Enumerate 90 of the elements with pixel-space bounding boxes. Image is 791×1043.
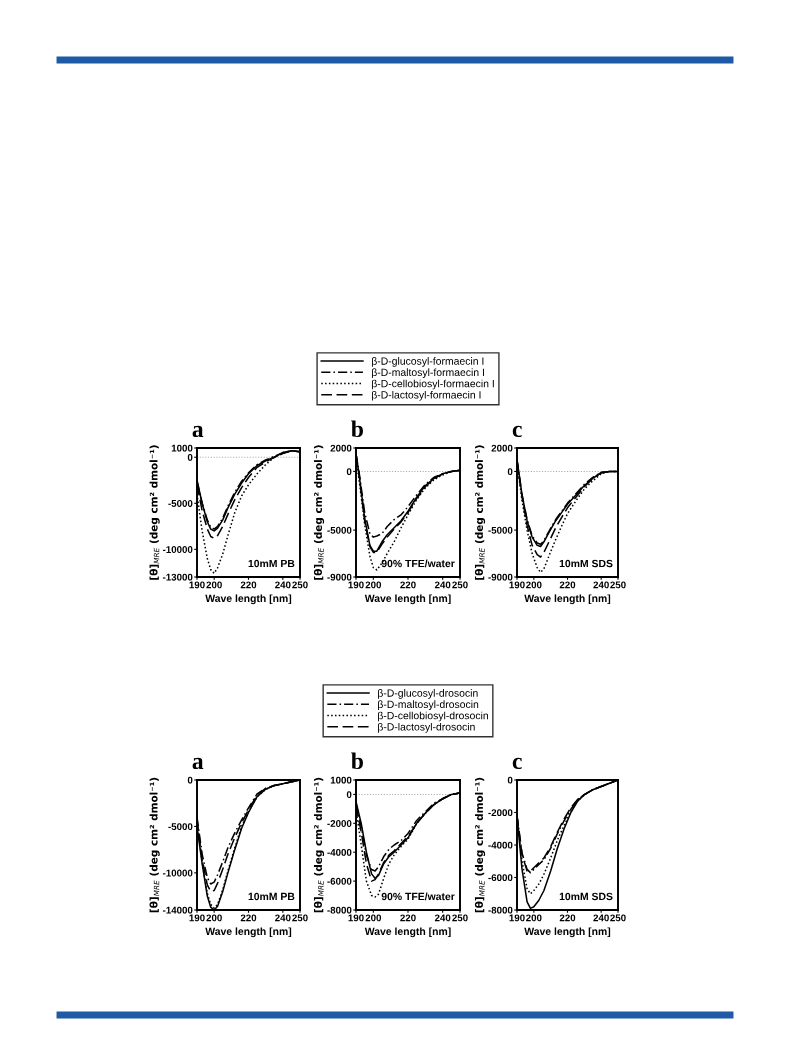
legend-label: β-D-cellobiosyl-drosocin xyxy=(378,711,488,722)
y-tick-label: 1000 xyxy=(330,776,352,784)
y-tick-label: -2000 xyxy=(488,809,513,817)
x-tick-label: 240 xyxy=(593,581,609,589)
annotation: 10mM SDS xyxy=(559,559,613,568)
x-axis-title: Wave length [nm] xyxy=(205,927,292,938)
x-tick-label: 250 xyxy=(452,914,468,922)
x-tick-label: 200 xyxy=(365,581,382,589)
y-tick-label: 0 xyxy=(346,791,352,799)
x-tick-label: 240 xyxy=(275,581,291,589)
annotation: 10mM PB xyxy=(248,559,295,568)
annotation: 10mM SDS xyxy=(559,892,613,901)
x-tick-label: 190 xyxy=(348,581,364,589)
y-tick-label: -5000 xyxy=(168,823,193,831)
x-tick-label: 200 xyxy=(526,581,542,589)
chart-title: b xyxy=(351,752,363,770)
x-tick-label: 190 xyxy=(189,914,205,922)
x-axis-title: Wave length [nm] xyxy=(364,927,451,938)
chart-title: a xyxy=(192,757,204,770)
x-tick-label: 250 xyxy=(292,914,308,922)
x-tick-label: 190 xyxy=(509,914,525,922)
x-tick-label: 240 xyxy=(434,581,451,589)
y-tick-label: -4000 xyxy=(327,848,352,856)
x-axis-title: Wave length [nm] xyxy=(524,594,611,605)
y-tick-label: 0 xyxy=(507,776,513,784)
chart-title: c xyxy=(512,757,522,770)
y-tick-label: 0 xyxy=(346,468,352,476)
y-tick-label: -5000 xyxy=(327,526,352,534)
legend-label: β-D-maltosyl-formaecin I xyxy=(371,368,484,379)
legend-label: β-D-glucosyl-drosocin xyxy=(378,689,478,699)
x-tick-label: 200 xyxy=(206,914,222,922)
annotation: 90% TFE/water xyxy=(381,892,455,901)
x-tick-label: 200 xyxy=(365,914,382,922)
y-tick-label: -10000 xyxy=(162,869,193,877)
y-tick-label: 2000 xyxy=(330,444,352,452)
y-tick-label: -2000 xyxy=(327,820,352,827)
x-tick-label: 200 xyxy=(526,914,542,922)
y-axis-title: [θ]$_{MRE}$ (deg cm² dmol⁻¹) xyxy=(313,777,325,913)
y-tick-label: -6000 xyxy=(327,877,352,885)
y-tick-label: 0 xyxy=(507,468,513,476)
x-axis-title: Wave length [nm] xyxy=(364,594,451,605)
x-tick-label: 220 xyxy=(240,581,257,589)
y-tick-label: 0 xyxy=(187,776,193,784)
y-tick-label: -10000 xyxy=(162,546,193,553)
x-tick-label: 240 xyxy=(434,914,451,922)
annotation: 90% TFE/water xyxy=(381,559,455,568)
x-axis-title: Wave length [nm] xyxy=(205,594,292,605)
x-tick-label: 250 xyxy=(452,581,468,589)
x-tick-label: 220 xyxy=(559,581,576,589)
x-tick-label: 240 xyxy=(275,914,291,922)
x-tick-label: 240 xyxy=(593,914,609,922)
y-tick-label: -9000 xyxy=(488,573,513,581)
y-axis-title: [θ]$_{MRE}$ (deg cm² dmol⁻¹) xyxy=(149,777,160,913)
y-tick-label: -9000 xyxy=(327,573,352,581)
y-axis-title: [θ]$_{MRE}$ (deg cm² dmol⁻¹) xyxy=(474,777,486,913)
legend-label: β-D-lactosyl-drosocin xyxy=(378,722,475,733)
x-tick-label: 220 xyxy=(400,581,416,589)
x-tick-label: 250 xyxy=(610,914,626,922)
legend-label: β-D-cellobiosyl-formaecin I xyxy=(371,379,494,390)
y-tick-label: 0 xyxy=(187,453,193,461)
legend-label: β-D-glucosyl-formaecin I xyxy=(371,357,484,367)
x-tick-label: 250 xyxy=(610,581,626,589)
y-tick-label: -8000 xyxy=(488,906,513,914)
y-tick-label: -5000 xyxy=(168,500,193,507)
chart-title: a xyxy=(192,425,204,438)
y-tick-label: 2000 xyxy=(491,444,513,452)
x-tick-label: 190 xyxy=(189,581,205,589)
x-tick-label: 220 xyxy=(400,914,416,922)
y-tick-label: -6000 xyxy=(488,874,513,882)
x-tick-label: 190 xyxy=(509,581,525,589)
y-tick-label: -4000 xyxy=(488,841,513,849)
annotation: 10mM PB xyxy=(248,892,295,901)
legend-label: β-D-lactosyl-formaecin I xyxy=(371,390,481,401)
x-tick-label: 250 xyxy=(292,581,308,589)
y-tick-label: -8000 xyxy=(327,906,352,914)
chart-title: c xyxy=(512,425,522,438)
chart-title: b xyxy=(351,420,363,438)
y-tick-label: -14000 xyxy=(162,906,193,914)
x-tick-label: 190 xyxy=(348,914,364,922)
x-axis-title: Wave length [nm] xyxy=(524,927,611,938)
y-axis-title: [θ]$_{MRE}$ (deg cm² dmol⁻¹) xyxy=(313,445,325,580)
legend-label: β-D-maltosyl-drosocin xyxy=(378,700,479,711)
y-tick-label: -5000 xyxy=(488,526,513,534)
y-tick-label: 1000 xyxy=(171,444,193,452)
y-axis-title: [θ]$_{MRE}$ (deg cm² dmol⁻¹) xyxy=(149,445,160,580)
x-tick-label: 220 xyxy=(240,914,257,922)
x-tick-label: 200 xyxy=(206,581,222,589)
y-tick-label: -13000 xyxy=(162,573,193,581)
y-axis-title: [θ]$_{MRE}$ (deg cm² dmol⁻¹) xyxy=(474,445,486,580)
x-tick-label: 220 xyxy=(559,914,576,922)
